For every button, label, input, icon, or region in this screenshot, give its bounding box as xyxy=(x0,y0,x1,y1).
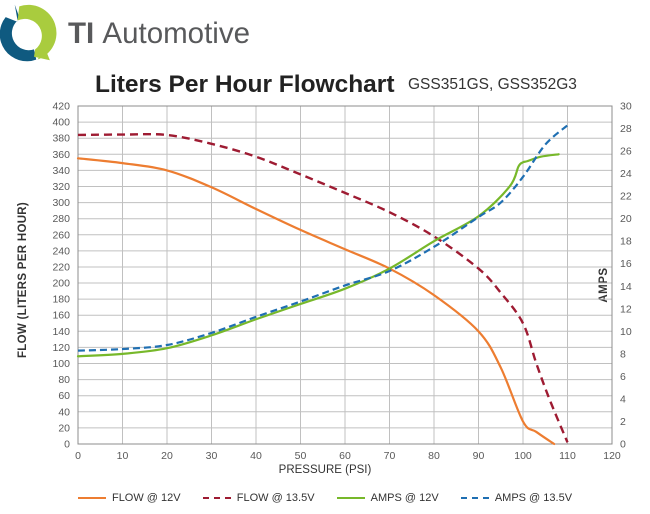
svg-text:320: 320 xyxy=(52,181,70,193)
svg-text:90: 90 xyxy=(473,450,485,462)
svg-text:300: 300 xyxy=(52,197,70,209)
svg-text:340: 340 xyxy=(52,165,70,177)
svg-text:40: 40 xyxy=(250,450,262,462)
svg-text:20: 20 xyxy=(620,213,632,225)
svg-text:6: 6 xyxy=(620,371,626,383)
svg-text:60: 60 xyxy=(58,390,70,402)
svg-text:8: 8 xyxy=(620,348,626,360)
svg-text:60: 60 xyxy=(339,450,351,462)
svg-text:110: 110 xyxy=(559,450,576,462)
svg-text:20: 20 xyxy=(58,422,70,434)
svg-text:160: 160 xyxy=(52,310,70,322)
svg-text:50: 50 xyxy=(295,450,307,462)
svg-text:380: 380 xyxy=(52,133,70,145)
svg-text:26: 26 xyxy=(620,146,632,158)
svg-text:0: 0 xyxy=(64,439,70,451)
svg-text:80: 80 xyxy=(428,450,440,462)
svg-text:0: 0 xyxy=(620,439,626,451)
svg-text:240: 240 xyxy=(52,245,70,257)
svg-text:280: 280 xyxy=(52,213,70,225)
svg-text:30: 30 xyxy=(620,101,632,113)
svg-text:360: 360 xyxy=(52,149,70,161)
svg-text:2: 2 xyxy=(620,416,626,428)
svg-text:80: 80 xyxy=(58,374,70,386)
svg-text:420: 420 xyxy=(52,101,70,113)
svg-text:22: 22 xyxy=(620,191,632,203)
svg-text:70: 70 xyxy=(384,450,396,462)
svg-text:40: 40 xyxy=(58,406,70,418)
svg-text:12: 12 xyxy=(620,303,632,315)
svg-text:20: 20 xyxy=(161,450,173,462)
svg-text:140: 140 xyxy=(52,326,70,338)
svg-text:120: 120 xyxy=(52,342,70,354)
svg-text:200: 200 xyxy=(52,278,70,290)
svg-text:400: 400 xyxy=(52,117,70,129)
svg-text:0: 0 xyxy=(75,450,81,462)
svg-text:14: 14 xyxy=(620,281,632,293)
svg-text:18: 18 xyxy=(620,236,632,248)
svg-text:100: 100 xyxy=(52,358,70,370)
svg-text:120: 120 xyxy=(603,450,621,462)
svg-text:220: 220 xyxy=(52,262,70,274)
svg-text:100: 100 xyxy=(514,450,532,462)
svg-text:16: 16 xyxy=(620,258,632,270)
svg-text:30: 30 xyxy=(206,450,218,462)
svg-text:260: 260 xyxy=(52,229,70,241)
svg-text:24: 24 xyxy=(620,168,632,180)
svg-text:10: 10 xyxy=(117,450,129,462)
svg-text:10: 10 xyxy=(620,326,632,338)
svg-text:180: 180 xyxy=(52,294,70,306)
svg-text:4: 4 xyxy=(620,393,626,405)
svg-text:28: 28 xyxy=(620,123,632,135)
